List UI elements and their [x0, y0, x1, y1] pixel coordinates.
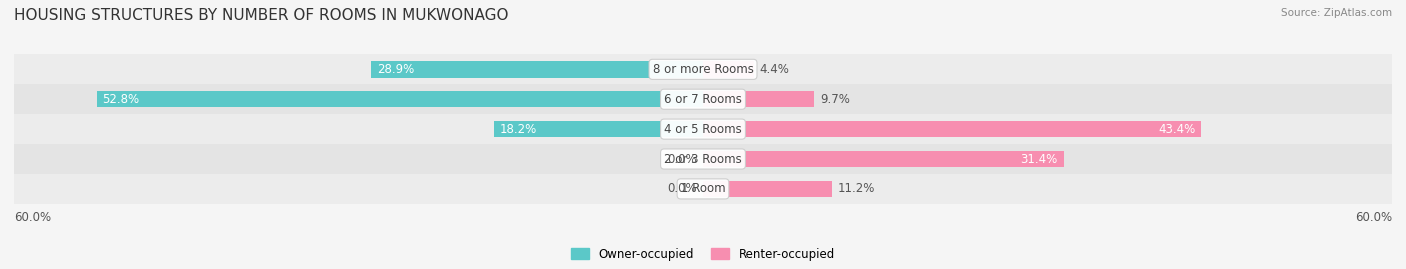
Text: 8 or more Rooms: 8 or more Rooms: [652, 63, 754, 76]
Bar: [703, 181, 831, 197]
Text: 52.8%: 52.8%: [103, 93, 139, 106]
Text: 60.0%: 60.0%: [14, 211, 51, 224]
Text: Source: ZipAtlas.com: Source: ZipAtlas.com: [1281, 8, 1392, 18]
Bar: [14, 54, 1392, 84]
Text: HOUSING STRUCTURES BY NUMBER OF ROOMS IN MUKWONAGO: HOUSING STRUCTURES BY NUMBER OF ROOMS IN…: [14, 8, 509, 23]
Text: 0.0%: 0.0%: [668, 153, 697, 165]
Bar: [494, 121, 703, 137]
Text: 0.0%: 0.0%: [668, 182, 697, 195]
Bar: [703, 61, 754, 77]
Text: 2 or 3 Rooms: 2 or 3 Rooms: [664, 153, 742, 165]
Legend: Owner-occupied, Renter-occupied: Owner-occupied, Renter-occupied: [567, 243, 839, 265]
Text: 4 or 5 Rooms: 4 or 5 Rooms: [664, 123, 742, 136]
Text: 9.7%: 9.7%: [820, 93, 851, 106]
Bar: [14, 144, 1392, 174]
Text: 28.9%: 28.9%: [377, 63, 415, 76]
Text: 6 or 7 Rooms: 6 or 7 Rooms: [664, 93, 742, 106]
Bar: [14, 114, 1392, 144]
Text: 1 Room: 1 Room: [681, 182, 725, 195]
Bar: [97, 91, 703, 107]
Bar: [371, 61, 703, 77]
Text: 4.4%: 4.4%: [759, 63, 789, 76]
Text: 18.2%: 18.2%: [499, 123, 537, 136]
Bar: [14, 84, 1392, 114]
Bar: [703, 151, 1063, 167]
Text: 31.4%: 31.4%: [1021, 153, 1057, 165]
Bar: [703, 121, 1201, 137]
Bar: [703, 91, 814, 107]
Bar: [14, 174, 1392, 204]
Text: 60.0%: 60.0%: [1355, 211, 1392, 224]
Text: 11.2%: 11.2%: [838, 182, 875, 195]
Text: 43.4%: 43.4%: [1159, 123, 1195, 136]
